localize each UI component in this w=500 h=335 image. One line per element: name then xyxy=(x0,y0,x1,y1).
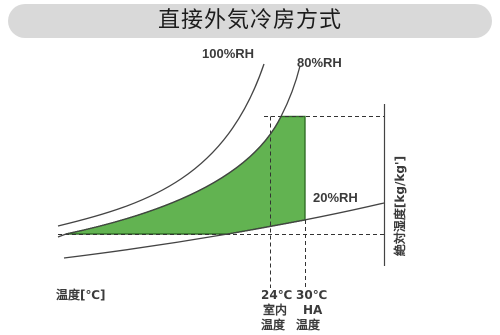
marker-ha-value: 30℃ xyxy=(296,288,327,302)
marker-ha-line2: 温度 xyxy=(296,317,321,332)
curve-100rh xyxy=(57,63,265,227)
marker-indoor-line2: 温度 xyxy=(261,317,286,332)
y-axis-label: 絶対湿度[kg/kg'] xyxy=(392,156,407,256)
marker-ha-line1: HA xyxy=(303,303,323,317)
label-80rh: 80%RH xyxy=(297,55,342,70)
x-axis-label: 温度[℃] xyxy=(56,287,106,302)
label-20rh: 20%RH xyxy=(313,190,358,205)
label-100rh: 100%RH xyxy=(202,46,254,61)
page-title: 直接外気冷房方式 xyxy=(157,8,342,33)
marker-indoor-value: 24℃ xyxy=(261,288,292,302)
curve-80rh xyxy=(57,65,301,238)
title-banner: 直接外気冷房方式 xyxy=(8,4,492,38)
curve-20rh xyxy=(63,202,385,259)
marker-indoor-line1: 室内 xyxy=(263,302,287,317)
